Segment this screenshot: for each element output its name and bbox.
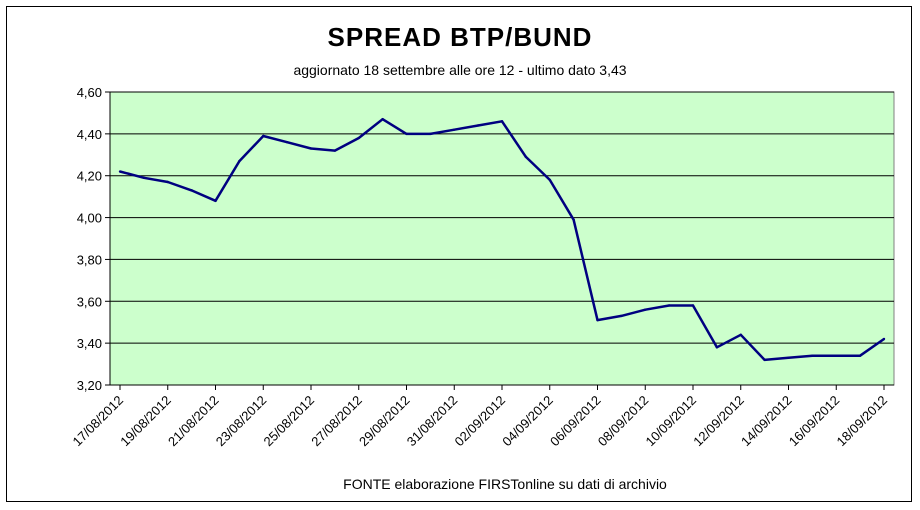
x-tick-label: 16/09/2012: [786, 393, 843, 450]
data-point: [238, 159, 241, 163]
data-point: [381, 118, 384, 121]
x-tick-label: 18/09/2012: [833, 393, 890, 450]
series-layer: [118, 117, 886, 362]
data-point: [453, 128, 456, 131]
data-point: [596, 318, 599, 322]
data-point: [763, 358, 766, 362]
data-point: [858, 354, 862, 357]
x-tick-label: 08/09/2012: [595, 393, 652, 450]
data-point: [787, 356, 790, 359]
data-point: [524, 155, 528, 159]
data-point: [190, 189, 193, 192]
x-tick-label: 10/09/2012: [642, 393, 699, 450]
chart-source-note: FONTE elaborazione FIRSTonline su dati d…: [343, 476, 667, 492]
data-point: [405, 132, 408, 136]
data-point: [357, 136, 360, 140]
data-point: [691, 304, 695, 307]
y-tick-label: 4,00: [77, 211, 102, 226]
data-point: [811, 354, 814, 357]
data-point: [739, 333, 742, 336]
data-point: [572, 218, 575, 221]
data-point: [548, 178, 551, 182]
x-tick-label: 19/08/2012: [117, 393, 174, 450]
data-point: [309, 147, 313, 150]
y-tick-label: 4,20: [77, 169, 102, 184]
y-tick-label: 3,40: [77, 336, 102, 351]
y-tick-label: 3,80: [77, 252, 102, 267]
x-tick-label: 29/08/2012: [356, 393, 413, 450]
x-tick-label: 17/08/2012: [69, 393, 126, 450]
y-tick-label: 3,20: [77, 378, 102, 393]
x-axis: 17/08/201219/08/201221/08/201223/08/2012…: [69, 384, 894, 450]
y-axis: 3,20 3,40 3,60 3,80 4,00 4,20 4,40 4,60: [77, 85, 111, 393]
data-point: [620, 314, 623, 318]
data-point: [500, 120, 504, 123]
x-tick-label: 04/09/2012: [499, 393, 556, 450]
data-point: [214, 199, 217, 203]
data-point: [285, 141, 289, 144]
gridlines: [110, 91, 894, 386]
data-point: [333, 149, 337, 152]
data-point: [118, 170, 122, 173]
data-point: [429, 132, 432, 136]
x-tick-label: 21/08/2012: [165, 393, 222, 450]
x-tick-label: 06/09/2012: [547, 393, 604, 450]
data-point: [715, 346, 719, 349]
x-tick-label: 23/08/2012: [213, 393, 270, 450]
x-tick-label: 12/09/2012: [690, 393, 747, 450]
x-tick-label: 14/09/2012: [738, 393, 795, 450]
x-tick-label: 02/09/2012: [451, 393, 508, 450]
data-point: [166, 180, 169, 184]
data-point: [476, 124, 480, 127]
x-tick-label: 25/08/2012: [260, 393, 317, 450]
x-tick-label: 27/08/2012: [308, 393, 365, 450]
data-point: [835, 354, 838, 357]
y-tick-label: 4,40: [77, 127, 102, 142]
chart-title: SPREAD BTP/BUND: [327, 22, 593, 52]
data-point: [644, 308, 647, 311]
data-point: [882, 337, 886, 341]
y-tick-label: 3,60: [77, 294, 102, 309]
data-point: [262, 134, 265, 138]
plot-area: [109, 91, 895, 386]
data-point: [142, 176, 146, 180]
data-point: [667, 304, 671, 307]
y-tick-label: 4,60: [77, 85, 102, 100]
chart-subtitle: aggiornato 18 settembre alle ore 12 - ul…: [293, 62, 627, 78]
x-tick-label: 31/08/2012: [404, 393, 461, 450]
